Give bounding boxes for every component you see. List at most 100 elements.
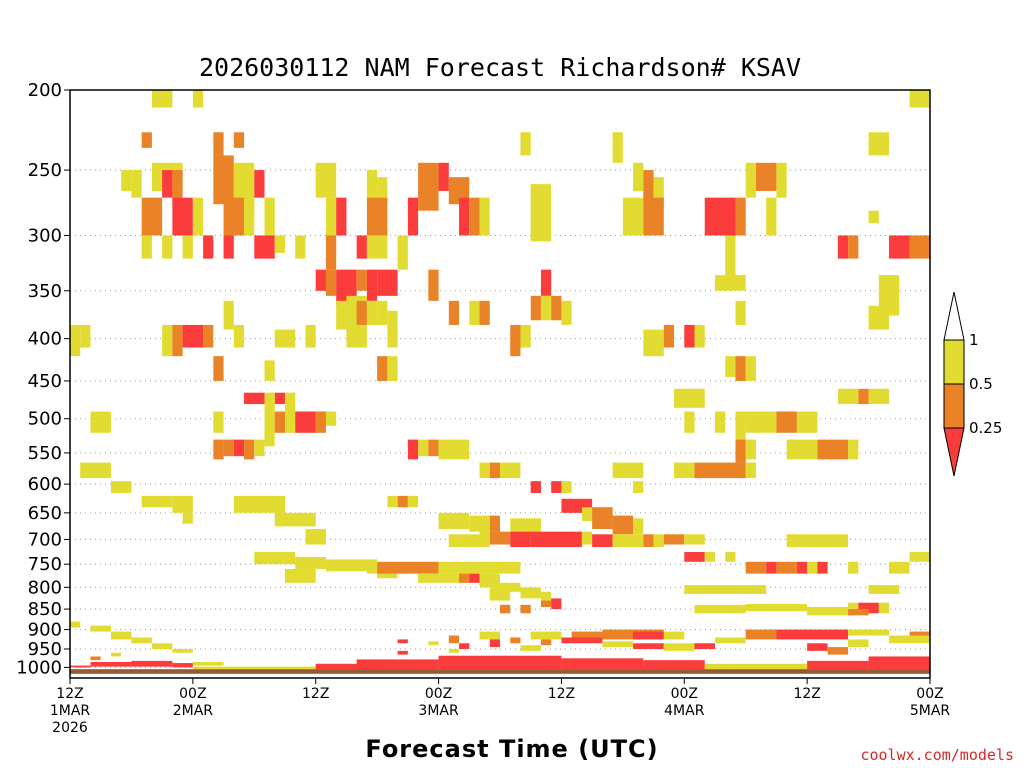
legend-label-0.5: 0.5 — [969, 375, 993, 393]
data-cell — [848, 561, 859, 574]
y-tick-label: 750 — [28, 554, 62, 575]
data-cell — [479, 197, 490, 236]
data-cell — [274, 512, 316, 527]
data-cell — [151, 90, 173, 108]
data-cell — [653, 177, 664, 205]
data-cell — [612, 534, 644, 548]
data-cell — [694, 604, 746, 614]
plot-frame — [69, 89, 931, 679]
data-cell — [182, 512, 193, 524]
data-cell — [848, 629, 890, 636]
data-cell — [643, 660, 705, 670]
data-cell — [766, 197, 777, 236]
data-cell — [366, 269, 378, 301]
data-cell — [561, 300, 572, 325]
data-cell — [633, 162, 644, 191]
data-cell — [356, 235, 367, 259]
y-tick-label: 500 — [28, 409, 62, 430]
data-cell — [448, 635, 460, 644]
y-tick-label: 700 — [28, 529, 62, 550]
y-tick-label: 200 — [28, 80, 62, 101]
data-cell — [715, 637, 746, 644]
data-cell — [633, 518, 644, 535]
data-cell — [755, 162, 777, 191]
data-cell — [315, 411, 326, 433]
data-cell — [653, 534, 664, 548]
y-tick-label: 450 — [28, 371, 62, 392]
data-cell — [244, 197, 255, 236]
data-cell — [131, 170, 142, 198]
data-cell — [254, 170, 265, 198]
data-cell — [315, 162, 337, 198]
data-cell — [90, 656, 101, 661]
data-cell — [356, 659, 439, 670]
data-cell — [848, 639, 869, 648]
data-cell — [459, 197, 470, 236]
data-cell — [510, 324, 521, 357]
data-cell — [172, 324, 183, 357]
data-cell — [909, 631, 930, 636]
data-cell — [418, 439, 429, 457]
data-cell — [469, 515, 490, 532]
data-cell — [868, 388, 890, 405]
data-cell — [295, 235, 306, 259]
data-cell — [489, 639, 500, 648]
data-cell — [182, 324, 204, 348]
y-tick-label: 950 — [28, 639, 62, 660]
x-tick-label: 1MAR — [50, 703, 91, 719]
data-cell — [325, 197, 337, 236]
data-cell — [192, 90, 204, 108]
data-cell — [684, 585, 736, 595]
data-cell — [377, 571, 398, 579]
data-cell — [356, 269, 367, 291]
data-cell — [489, 515, 500, 532]
x-tick-label: 00Z — [425, 686, 452, 702]
legend-bin-above-1 — [943, 291, 965, 341]
data-cell — [172, 648, 193, 653]
data-cell — [612, 132, 623, 163]
data-cell — [274, 235, 285, 253]
data-cell — [469, 300, 480, 325]
data-cell — [397, 639, 408, 644]
data-cell — [858, 602, 879, 614]
data-cell — [70, 669, 930, 674]
data-cell — [387, 356, 398, 381]
data-cell — [684, 324, 695, 348]
y-tick-label: 400 — [28, 329, 62, 350]
data-cell — [530, 481, 541, 493]
data-cell — [264, 197, 275, 236]
data-cell — [192, 666, 316, 670]
data-cell — [725, 552, 736, 562]
data-cell — [868, 656, 930, 670]
data-cell — [274, 411, 285, 433]
data-cell — [131, 637, 152, 644]
data-cell — [643, 170, 654, 205]
data-cell — [735, 300, 746, 325]
data-cell — [448, 534, 460, 548]
x-tick-label: 4MAR — [664, 703, 705, 719]
data-cell — [807, 561, 818, 574]
data-cell — [274, 329, 296, 348]
data-cell — [428, 439, 439, 457]
x-axis-title: Forecast Time (UTC) — [365, 735, 658, 763]
data-cell — [377, 269, 398, 296]
data-cell — [479, 573, 500, 588]
data-cell — [909, 235, 930, 259]
data-cell — [203, 235, 214, 259]
data-cell — [796, 561, 808, 574]
data-cell — [479, 529, 490, 540]
data-cell — [264, 392, 275, 412]
data-cell — [438, 655, 562, 670]
data-cell — [336, 197, 347, 236]
data-cell — [745, 629, 777, 640]
data-cell — [684, 534, 705, 545]
data-cell — [110, 652, 122, 657]
data-cell — [407, 439, 419, 460]
data-cell — [909, 90, 930, 108]
data-cell — [366, 197, 388, 236]
data-cell — [510, 531, 531, 548]
x-tick-label: 12Z — [56, 686, 83, 702]
data-cell — [530, 184, 552, 242]
data-cell — [837, 235, 849, 259]
